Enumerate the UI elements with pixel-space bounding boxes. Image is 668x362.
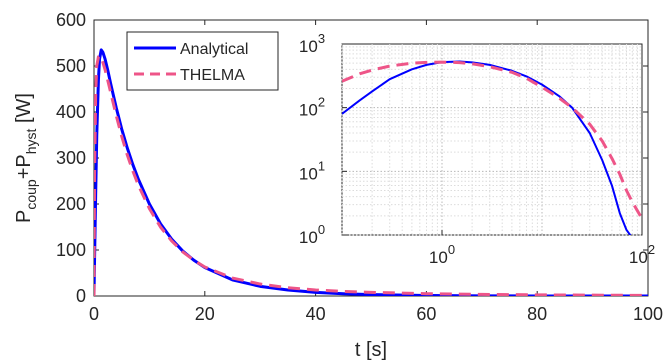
inset-grid bbox=[341, 44, 642, 236]
legend-box bbox=[126, 31, 279, 91]
inset-y-ticks: 100 101 102 103 bbox=[299, 31, 347, 247]
legend: Analytical THELMA bbox=[126, 31, 279, 91]
inset-y-tick-label: 103 bbox=[299, 31, 325, 56]
inset-y-tick-label: 102 bbox=[299, 95, 325, 120]
y-tick-label: 600 bbox=[56, 10, 86, 30]
x-axis-label: t [s] bbox=[355, 339, 387, 361]
y-tick-label: 500 bbox=[56, 56, 86, 76]
main-y-ticks: 0 100 200 300 400 500 600 bbox=[56, 10, 648, 306]
inset-x-tick-label: 100 bbox=[429, 242, 455, 267]
y-axis-label: Pcoup+Physt [W] bbox=[13, 93, 39, 223]
inset-x-ticks: 100 102 bbox=[429, 230, 655, 267]
x-tick-label: 40 bbox=[306, 304, 326, 324]
y-tick-label: 200 bbox=[56, 194, 86, 214]
series-line-analytical bbox=[94, 48, 648, 296]
x-tick-label: 20 bbox=[195, 304, 215, 324]
legend-thelma-label: THELMA bbox=[180, 67, 245, 84]
y-tick-label: 400 bbox=[56, 102, 86, 122]
y-tick-label: 300 bbox=[56, 148, 86, 168]
series-line-thelma bbox=[94, 54, 648, 296]
legend-analytical-label: Analytical bbox=[180, 41, 248, 58]
x-tick-label: 100 bbox=[633, 304, 663, 324]
inset-y-tick-label: 101 bbox=[299, 158, 325, 183]
inset-axes: 100 102 100 101 102 103 bbox=[299, 31, 655, 267]
inset-series-line-thelma bbox=[342, 60, 642, 220]
y-tick-label: 100 bbox=[56, 240, 86, 260]
x-tick-label: 60 bbox=[416, 304, 436, 324]
x-tick-label: 0 bbox=[89, 304, 99, 324]
inset-plot-area bbox=[341, 43, 643, 236]
inset-series bbox=[342, 60, 642, 235]
main-series bbox=[94, 48, 648, 296]
main-x-ticks: 0 20 40 60 80 100 bbox=[89, 20, 663, 324]
y-tick-label: 0 bbox=[76, 286, 86, 306]
inset-y-tick-label: 100 bbox=[299, 222, 325, 247]
inset-x-tick-label: 102 bbox=[629, 242, 655, 267]
x-tick-label: 80 bbox=[527, 304, 547, 324]
